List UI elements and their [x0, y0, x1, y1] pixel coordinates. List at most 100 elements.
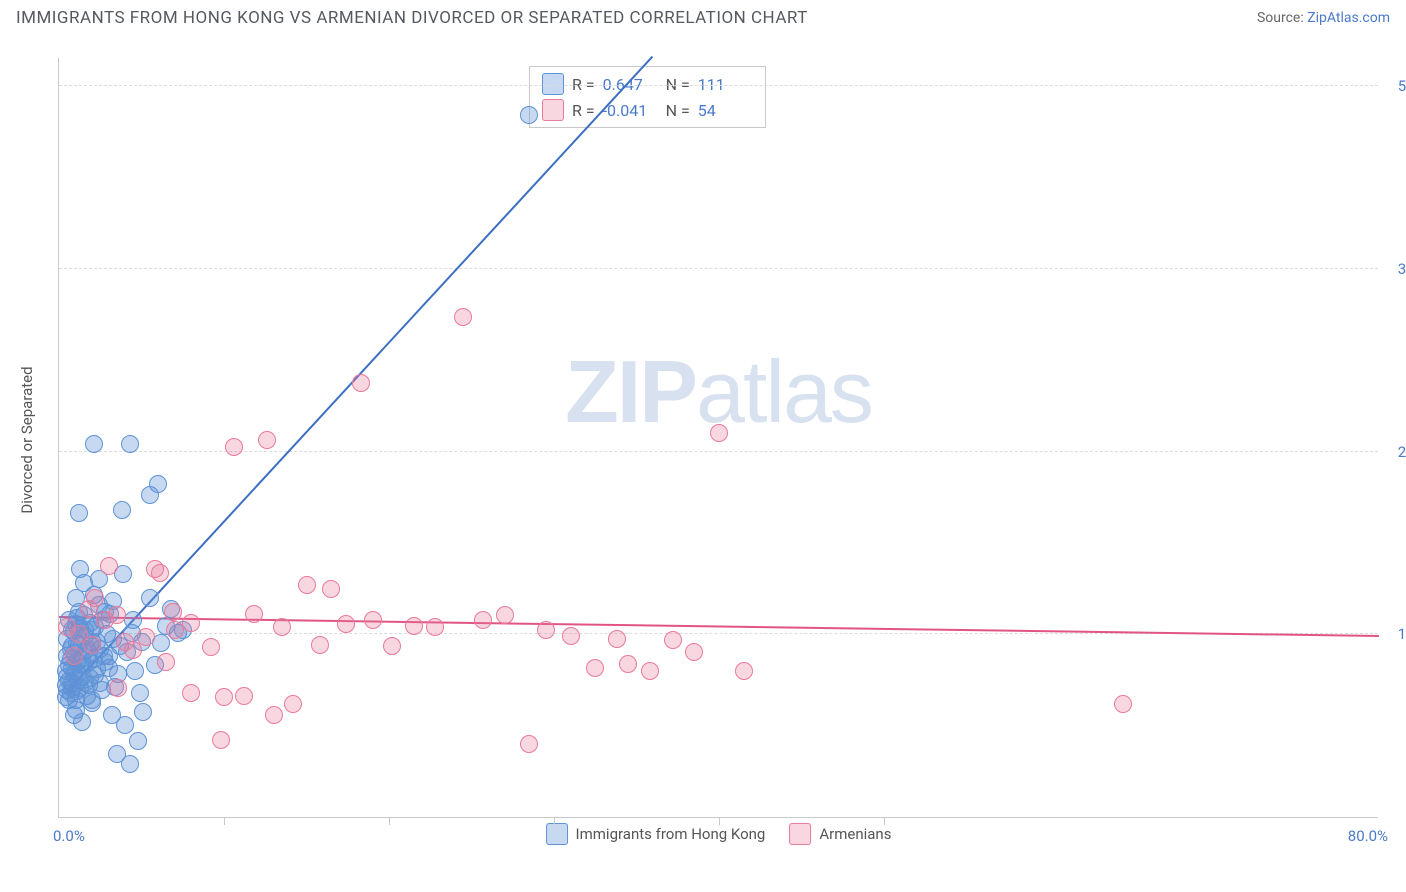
swatch-hk — [542, 73, 564, 95]
x-tick — [719, 817, 720, 825]
data-point-arm — [146, 560, 164, 578]
r-value-arm: -0.041 — [603, 101, 658, 120]
data-point-arm — [710, 424, 728, 442]
series-label-arm: Armenians — [819, 825, 891, 843]
data-point-arm — [608, 630, 626, 648]
data-point-arm — [383, 637, 401, 655]
data-point-hk — [141, 589, 159, 607]
n-label: N = — [666, 75, 690, 94]
legend-item-arm: Armenians — [789, 823, 891, 845]
data-point-arm — [619, 655, 637, 673]
x-tick — [389, 817, 390, 825]
n-label: N = — [666, 101, 690, 120]
data-point-arm — [258, 431, 276, 449]
data-point-hk — [70, 504, 88, 522]
data-point-arm — [337, 615, 355, 633]
chart-title: IMMIGRANTS FROM HONG KONG VS ARMENIAN DI… — [16, 8, 808, 28]
source: Source: ZipAtlas.com — [1257, 10, 1390, 26]
data-point-arm — [537, 621, 555, 639]
data-point-hk — [134, 703, 152, 721]
data-point-arm — [284, 695, 302, 713]
y-axis-title: Divorced or Separated — [18, 366, 36, 513]
data-point-arm — [322, 580, 340, 598]
data-point-arm — [405, 617, 423, 635]
data-point-arm — [311, 636, 329, 654]
series-label-hk: Immigrants from Hong Kong — [576, 825, 766, 843]
data-point-arm — [157, 653, 175, 671]
source-link[interactable]: ZipAtlas.com — [1307, 10, 1390, 26]
y-tick-label: 37.5% — [1383, 260, 1406, 278]
legend-item-hk: Immigrants from Hong Kong — [546, 823, 766, 845]
swatch-arm — [789, 823, 811, 845]
x-max-label: 80.0% — [1348, 827, 1388, 845]
swatch-arm — [542, 99, 564, 121]
data-point-arm — [225, 438, 243, 456]
data-point-arm — [116, 633, 134, 651]
x-tick — [224, 817, 225, 825]
data-point-arm — [164, 603, 182, 621]
data-point-hk — [58, 681, 76, 699]
data-point-arm — [80, 600, 98, 618]
x-tick — [884, 817, 885, 825]
data-point-hk — [71, 560, 89, 578]
gridline — [59, 85, 1378, 86]
x-tick — [554, 817, 555, 825]
data-point-arm — [182, 614, 200, 632]
data-point-arm — [65, 647, 83, 665]
x-origin-label: 0.0% — [53, 827, 85, 845]
data-point-hk — [113, 501, 131, 519]
y-tick-label: 50.0% — [1383, 77, 1406, 95]
swatch-hk — [546, 823, 568, 845]
data-point-hk — [91, 674, 109, 692]
data-point-arm — [137, 628, 155, 646]
data-point-hk — [129, 732, 147, 750]
data-point-arm — [474, 611, 492, 629]
y-tick-label: 25.0% — [1383, 443, 1406, 461]
data-point-arm — [202, 638, 220, 656]
data-point-arm — [215, 688, 233, 706]
data-point-arm — [298, 576, 316, 594]
data-point-hk — [131, 684, 149, 702]
data-point-hk — [85, 435, 103, 453]
data-point-hk — [149, 475, 167, 493]
data-point-arm — [265, 706, 283, 724]
data-point-arm — [364, 611, 382, 629]
data-point-arm — [83, 636, 101, 654]
scatter-chart: ZIPatlas R = 0.647 N = 111 R = -0.041 N … — [58, 58, 1378, 818]
data-point-hk — [116, 716, 134, 734]
r-label: R = — [572, 101, 595, 120]
gridline — [59, 451, 1378, 452]
legend-stats-row: R = 0.647 N = 111 — [542, 71, 753, 97]
data-point-arm — [352, 374, 370, 392]
data-point-arm — [562, 627, 580, 645]
n-value-arm: 54 — [698, 101, 753, 120]
watermark-bold: ZIP — [565, 342, 696, 441]
data-point-arm — [735, 662, 753, 680]
data-point-arm — [108, 606, 126, 624]
data-point-arm — [586, 659, 604, 677]
data-point-arm — [496, 606, 514, 624]
data-point-arm — [166, 621, 184, 639]
data-point-hk — [121, 435, 139, 453]
data-point-arm — [426, 618, 444, 636]
data-point-arm — [520, 735, 538, 753]
y-tick-label: 12.5% — [1383, 625, 1406, 643]
data-point-hk — [121, 755, 139, 773]
data-point-hk — [520, 106, 538, 124]
source-label: Source: — [1257, 10, 1304, 26]
gridline — [59, 268, 1378, 269]
legend-stats-row: R = -0.041 N = 54 — [542, 97, 753, 123]
data-point-arm — [212, 731, 230, 749]
legend-stats: R = 0.647 N = 111 R = -0.041 N = 54 — [529, 66, 766, 128]
data-point-arm — [641, 662, 659, 680]
data-point-arm — [1114, 695, 1132, 713]
data-point-arm — [685, 643, 703, 661]
data-point-hk — [126, 662, 144, 680]
data-point-hk — [96, 653, 114, 671]
data-point-arm — [109, 679, 127, 697]
data-point-arm — [454, 308, 472, 326]
data-point-arm — [245, 605, 263, 623]
r-label: R = — [572, 75, 595, 94]
data-point-arm — [100, 557, 118, 575]
data-point-arm — [273, 618, 291, 636]
